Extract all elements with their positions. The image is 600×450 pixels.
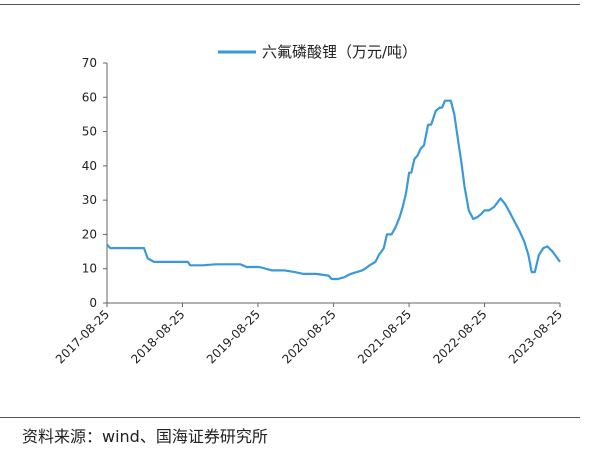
y-tick-label: 20	[82, 227, 97, 241]
y-tick-label: 70	[82, 56, 97, 70]
x-axis: 2017-08-25 2018-08-25 2019-08-25 2020-08-25…	[53, 302, 565, 366]
y-tick-label: 0	[89, 296, 97, 310]
legend-label: 六氟磷酸锂（万元/吨）	[262, 43, 417, 61]
legend: 六氟磷酸锂（万元/吨）	[218, 43, 417, 61]
y-tick-label: 10	[82, 262, 97, 276]
bottom-rule	[0, 417, 580, 418]
y-tick-label: 60	[82, 90, 97, 104]
source-note: 资料来源：wind、国海证券研究所	[22, 427, 268, 446]
y-tick-label: 30	[82, 193, 97, 207]
y-tick-label: 50	[82, 125, 97, 139]
x-tick-label: 2018-08-25	[128, 307, 187, 366]
x-tick-label: 2019-08-25	[204, 307, 263, 366]
x-tick-label: 2021-08-25	[355, 307, 414, 366]
y-tick-label: 40	[82, 159, 97, 173]
x-tick-label: 2020-08-25	[280, 307, 339, 366]
x-tick-label: 2022-08-25	[430, 307, 489, 366]
y-axis: 0 10 20 30 40 50 60 70	[82, 56, 108, 310]
x-tick-label: 2023-08-25	[506, 307, 565, 366]
x-tick-label: 2017-08-25	[53, 307, 112, 366]
series-line	[106, 99, 561, 281]
top-rule	[0, 4, 580, 5]
